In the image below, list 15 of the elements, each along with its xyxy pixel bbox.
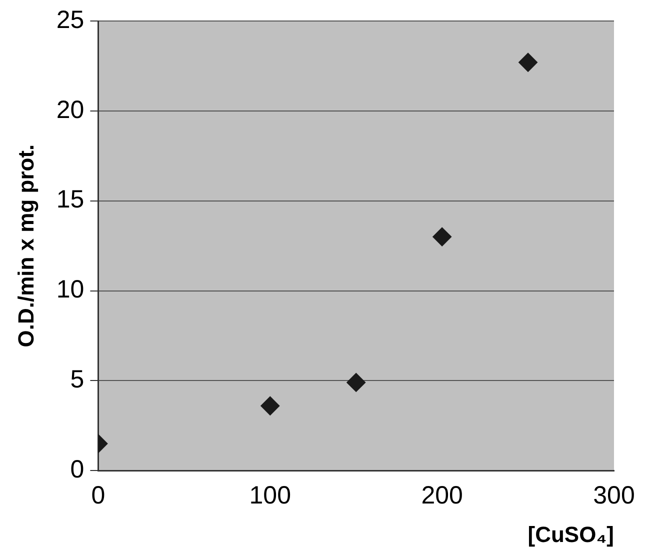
x-axis-title: [CuSO₄] xyxy=(528,522,614,547)
y-tick-label: 15 xyxy=(56,186,84,214)
point xyxy=(432,227,452,246)
x-tick-label: 200 xyxy=(421,481,463,510)
x-tick-label: 0 xyxy=(91,481,106,510)
x-tick-label: 300 xyxy=(593,481,635,510)
y-axis-title: O.D./min x mg prot. xyxy=(13,144,38,348)
x-tick-label: 100 xyxy=(249,481,291,510)
y-tick-label: 5 xyxy=(70,366,84,394)
y-tick-label: 10 xyxy=(56,276,84,304)
y-tick-label: 20 xyxy=(56,96,84,124)
point xyxy=(346,372,366,392)
y-tick-label: 25 xyxy=(56,6,84,34)
y-tick-label: 0 xyxy=(70,455,84,484)
point xyxy=(518,52,538,72)
